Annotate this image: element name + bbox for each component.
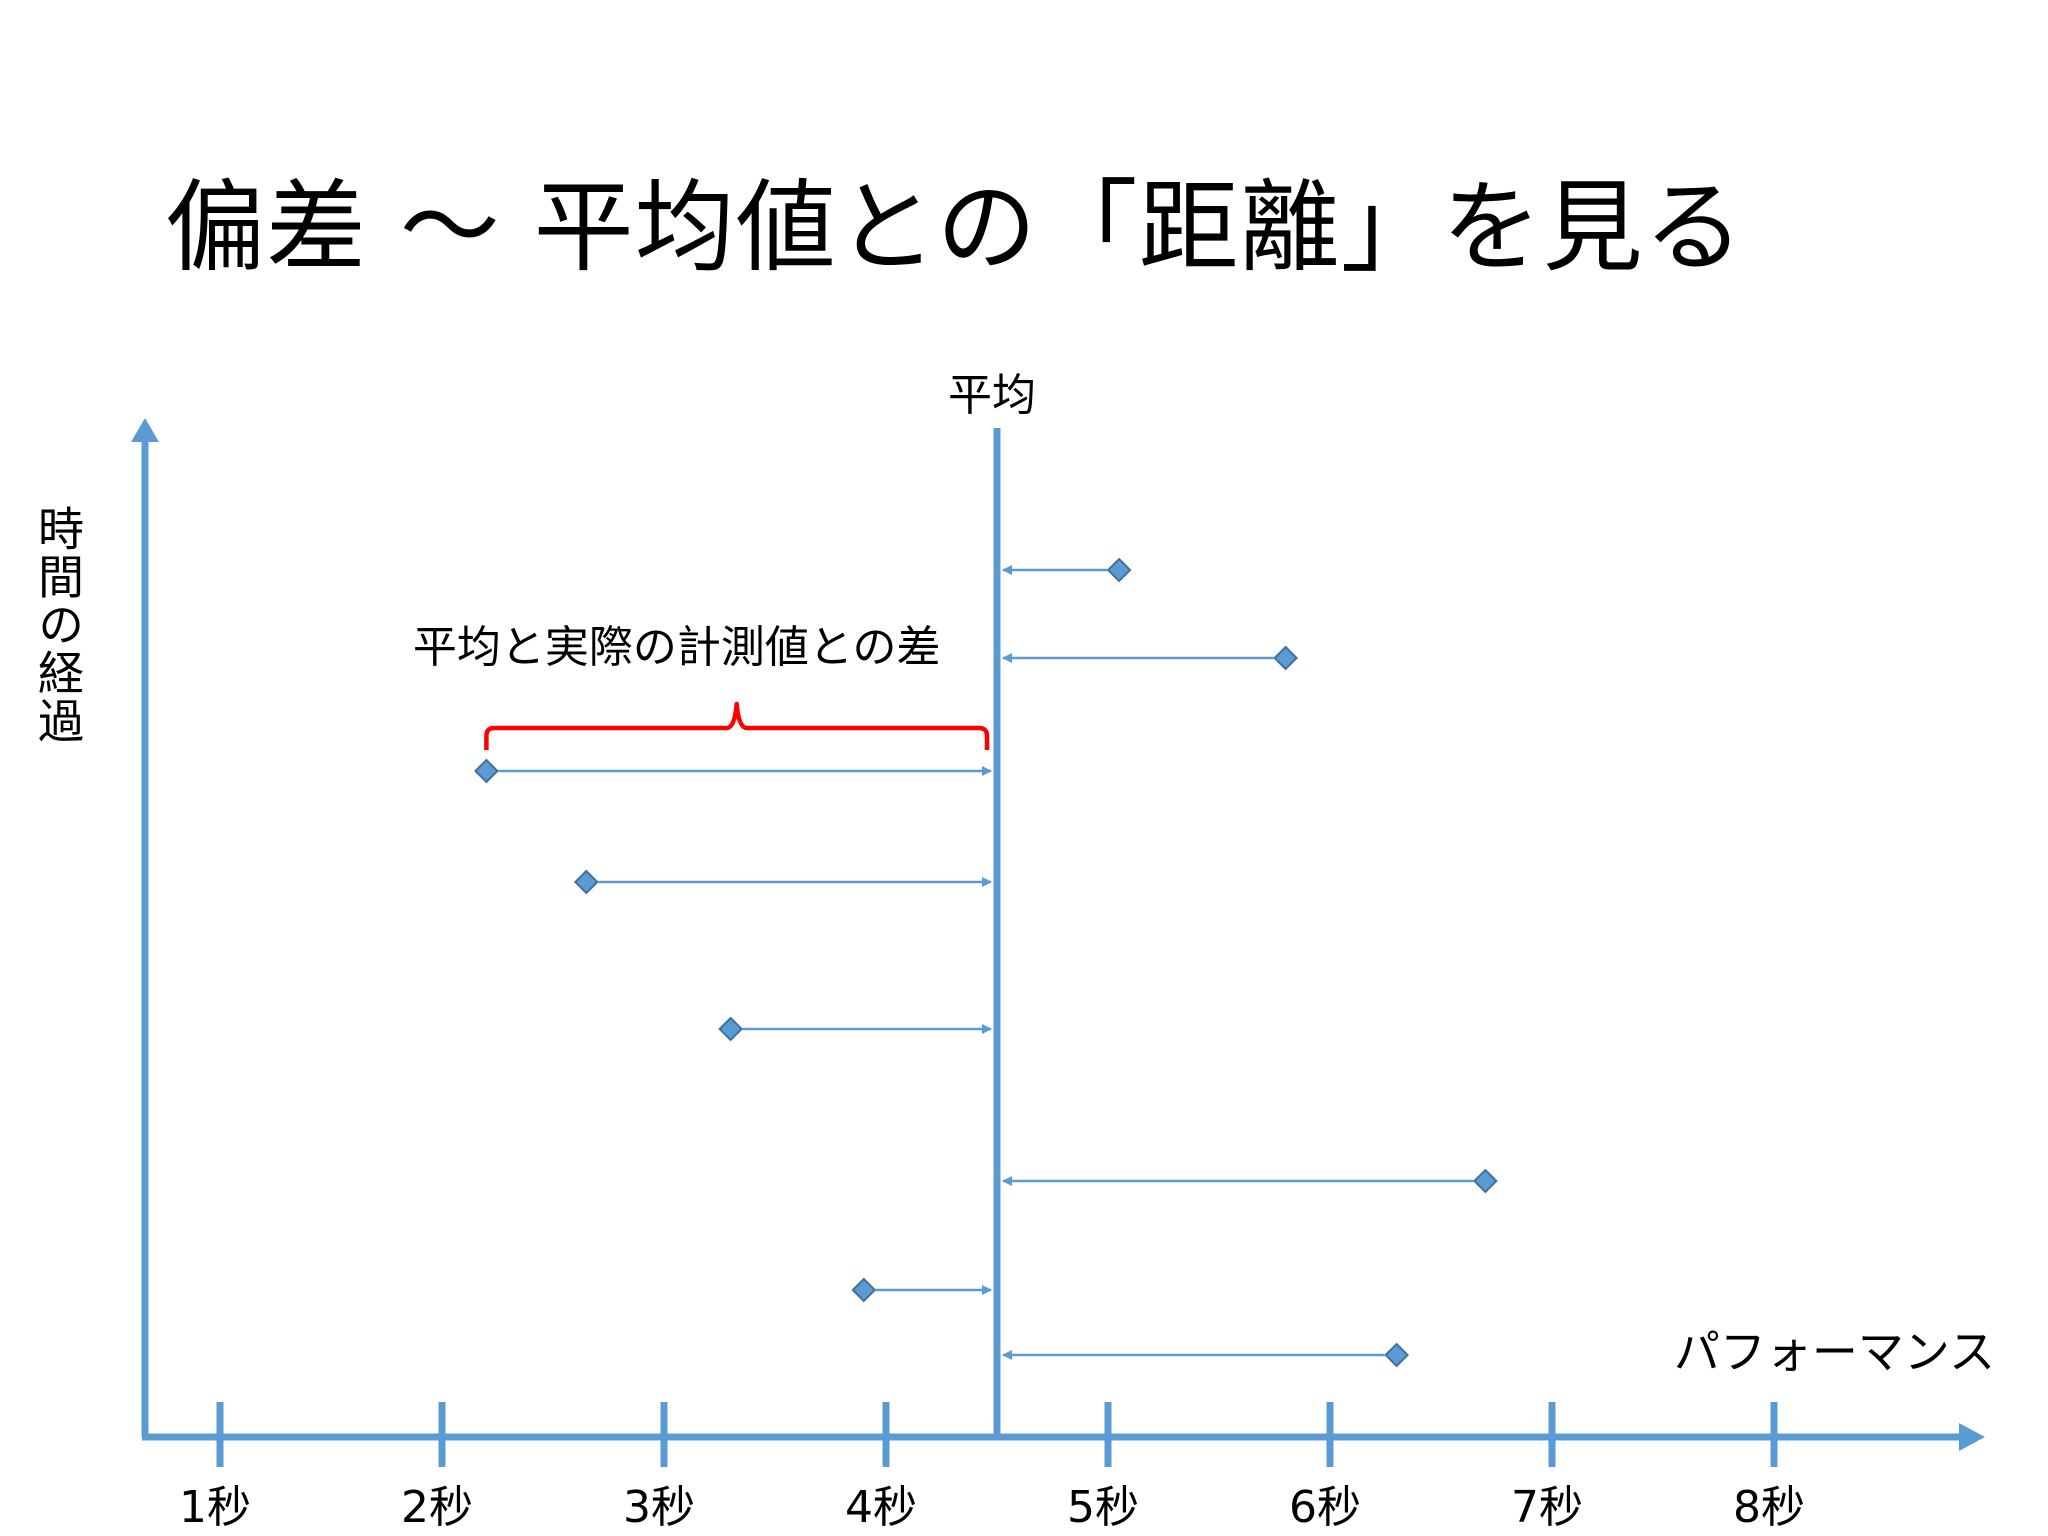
deviation-brace — [484, 701, 990, 750]
data-point-marker — [1273, 645, 1299, 671]
x-tick-label: 4秒 — [845, 1482, 917, 1533]
x-tick-label: 6秒 — [1289, 1482, 1361, 1533]
data-point-marker — [851, 1277, 877, 1303]
x-tick-label: 7秒 — [1511, 1482, 1583, 1533]
data-point-marker — [1384, 1342, 1410, 1368]
mean-label: 平均 — [948, 370, 1036, 421]
deviation-label: 平均と実際の計測値との差 — [413, 622, 941, 673]
x-tick-label: 2秒 — [401, 1482, 473, 1533]
x-tick-label: 1秒 — [179, 1482, 251, 1533]
x-tick-label: 5秒 — [1067, 1482, 1139, 1533]
data-point-marker — [573, 869, 599, 895]
data-point-marker — [1472, 1168, 1498, 1194]
data-point-marker — [1106, 557, 1132, 583]
x-axis-label: パフォーマンス — [1674, 1325, 1995, 1379]
y-axis-label: 時間の経過 — [31, 505, 85, 745]
slide-title: 偏差 ～ 平均値との「距離」を見る — [165, 169, 1745, 286]
y-axis-arrowhead — [131, 418, 159, 442]
data-point-marker — [718, 1016, 744, 1042]
x-axis-arrowhead — [1959, 1423, 1985, 1451]
x-tick-label: 8秒 — [1733, 1482, 1805, 1533]
x-tick-label: 3秒 — [623, 1482, 695, 1533]
data-point-marker — [473, 758, 499, 784]
